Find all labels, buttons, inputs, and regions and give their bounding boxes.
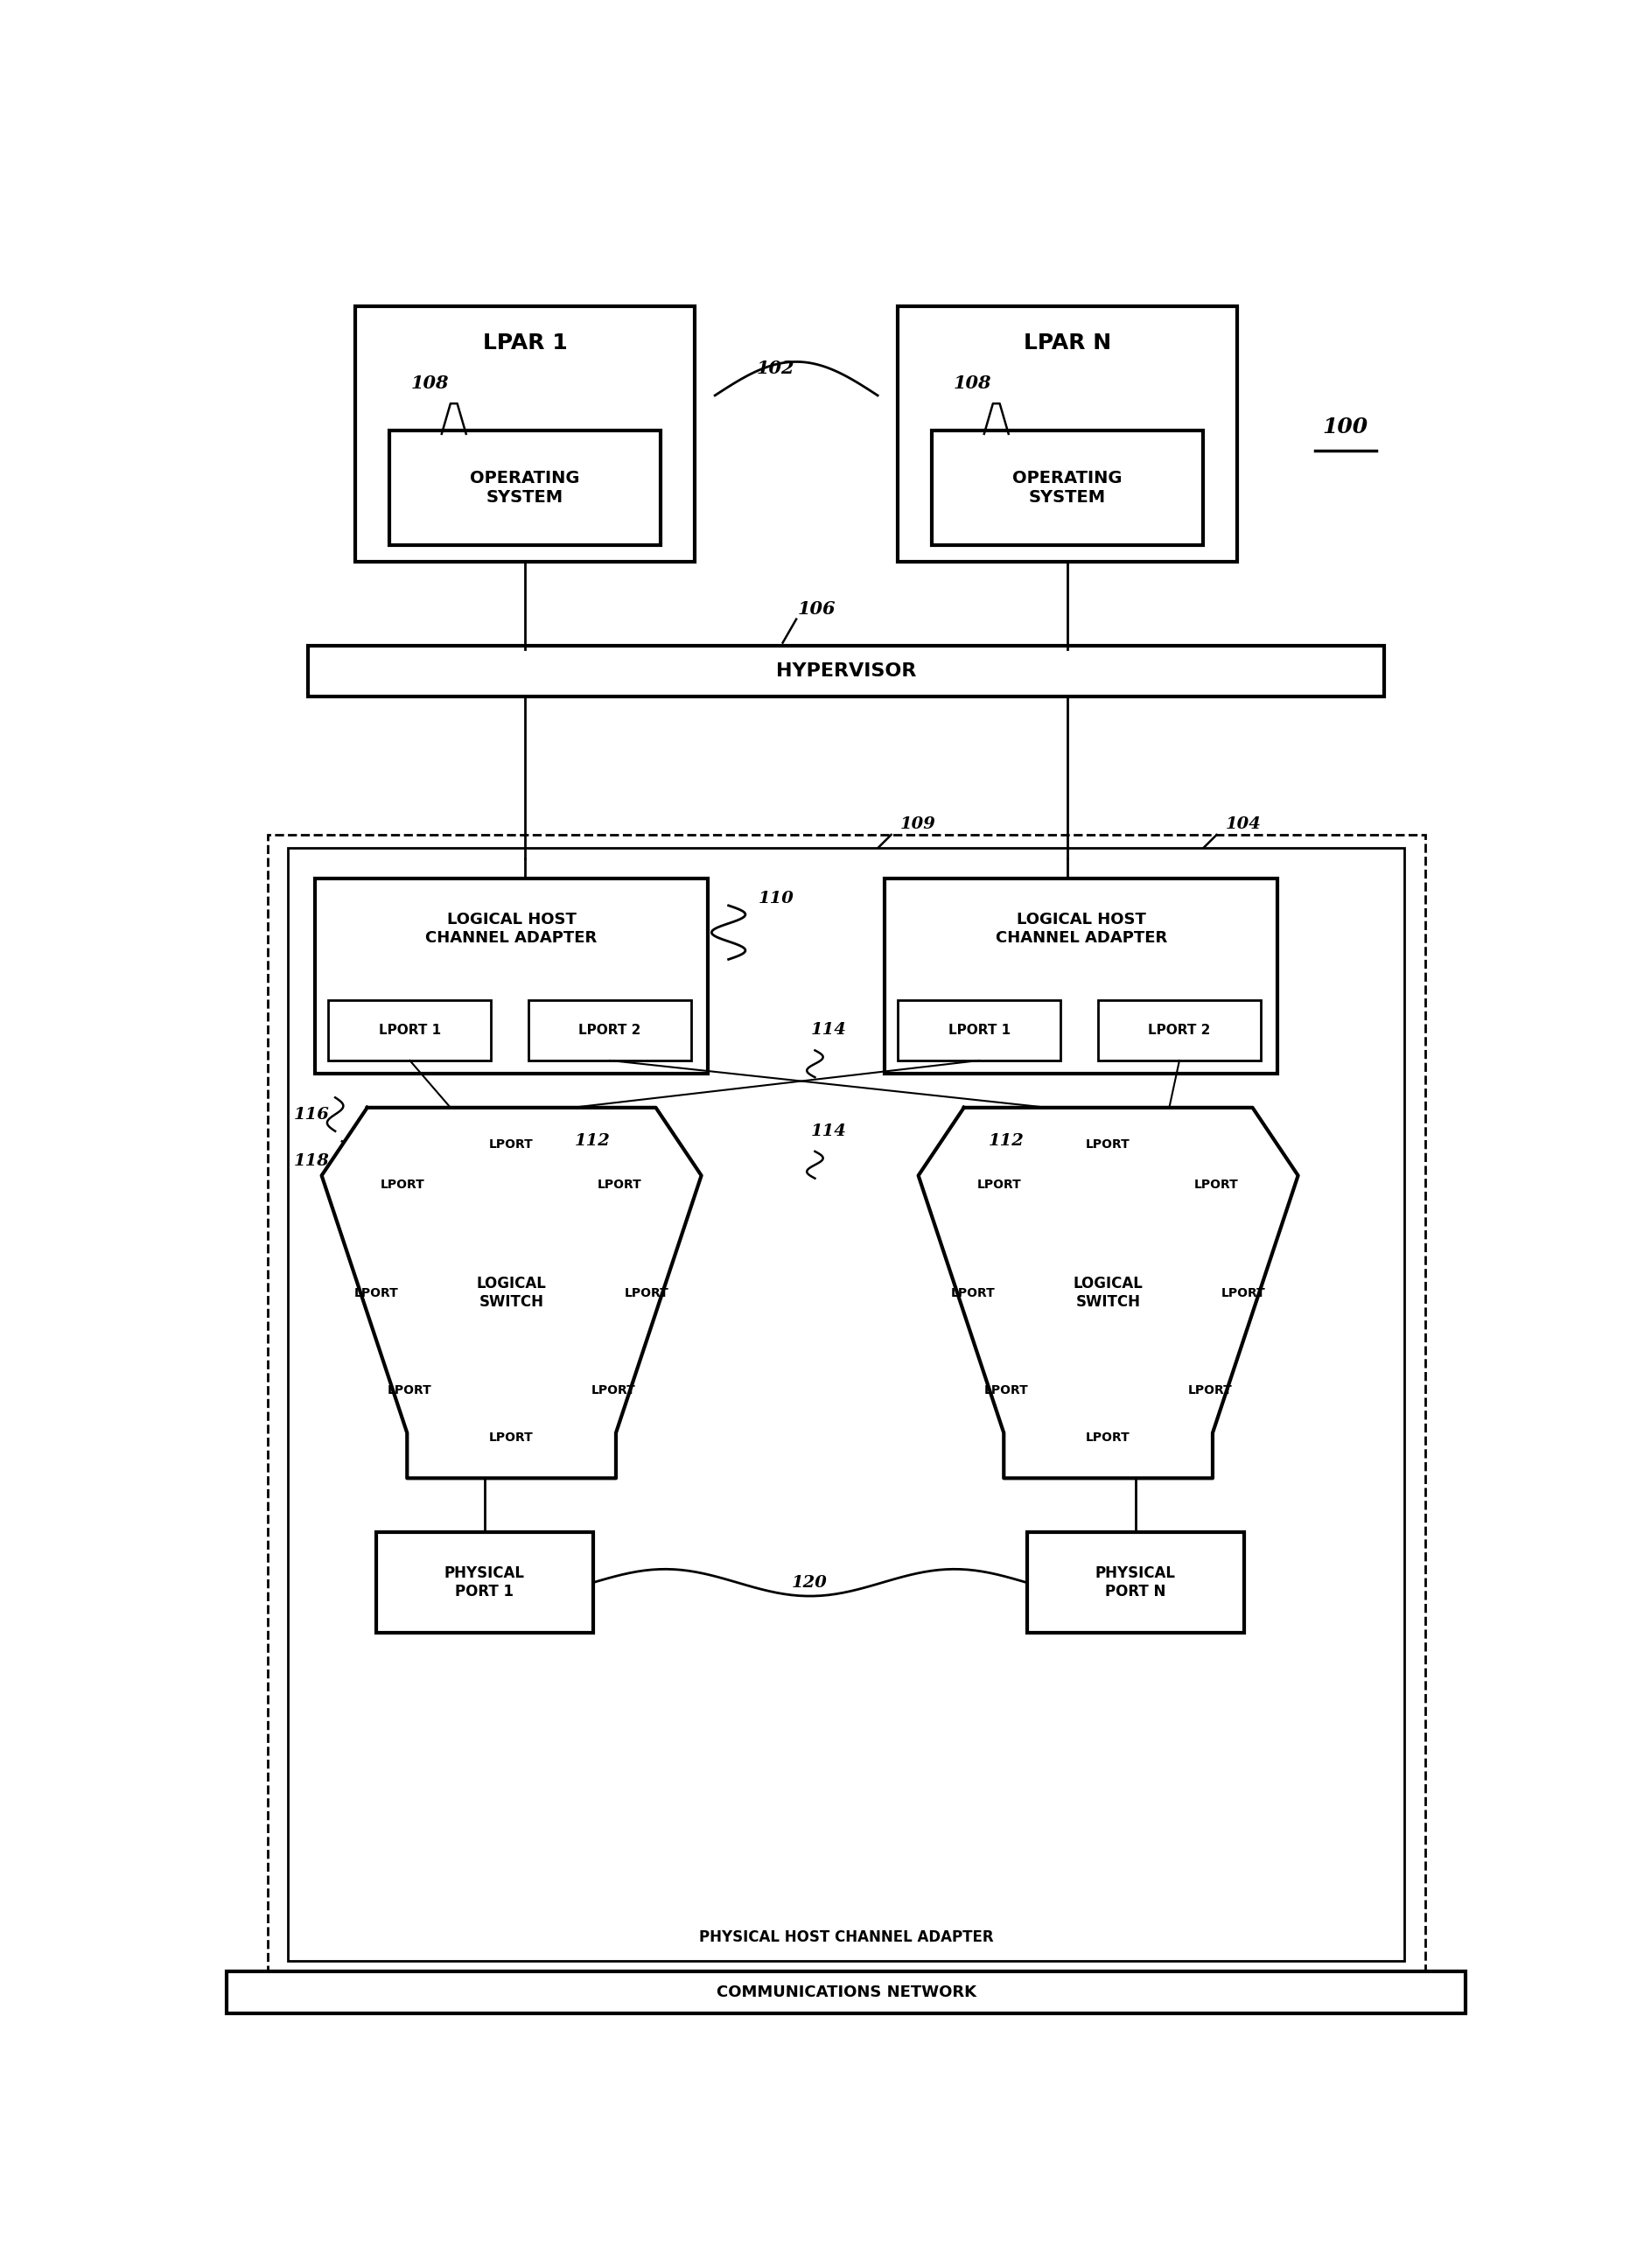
Text: OPERATING
SYSTEM: OPERATING SYSTEM [471,469,580,506]
Text: OPERATING
SYSTEM: OPERATING SYSTEM [1012,469,1123,506]
Text: 116: 116 [294,1107,329,1123]
Text: LPORT: LPORT [489,1431,533,1445]
Text: LPAR N: LPAR N [1024,333,1111,354]
Text: 112: 112 [989,1134,1024,1150]
Text: 114: 114 [811,1023,847,1039]
Bar [329,1000,490,1061]
Text: PHYSICAL HOST CHANNEL ADAPTER: PHYSICAL HOST CHANNEL ADAPTER [698,1930,994,1946]
Text: LPORT: LPORT [1086,1139,1131,1150]
Text: LPORT 1: LPORT 1 [378,1023,441,1036]
Text: LPAR 1: LPAR 1 [482,333,568,354]
Text: LPORT: LPORT [951,1286,996,1300]
Text: LPORT: LPORT [381,1179,426,1191]
Bar [885,878,1278,1075]
Bar [287,848,1405,1962]
Text: LPORT 2: LPORT 2 [1147,1023,1210,1036]
Text: LPORT: LPORT [1187,1383,1232,1397]
Text: LPORT: LPORT [1195,1179,1238,1191]
Bar [390,431,660,544]
Bar [898,1000,1060,1061]
Text: 120: 120 [792,1574,827,1590]
Text: 108: 108 [954,374,992,392]
Text: LOGICAL HOST
CHANNEL ADAPTER: LOGICAL HOST CHANNEL ADAPTER [996,912,1167,946]
Text: 110: 110 [758,891,794,907]
Text: 106: 106 [797,601,835,617]
Text: LPORT 2: LPORT 2 [578,1023,641,1036]
Text: LPORT 1: LPORT 1 [948,1023,1010,1036]
Text: LPORT: LPORT [388,1383,433,1397]
Text: LPORT: LPORT [626,1286,669,1300]
Bar [898,306,1237,562]
Text: 102: 102 [756,361,796,376]
Bar [1098,1000,1261,1061]
Text: 104: 104 [1227,816,1261,832]
Text: 108: 108 [411,374,449,392]
Text: 112: 112 [575,1134,611,1150]
Text: LOGICAL
SWITCH: LOGICAL SWITCH [1073,1277,1142,1311]
Text: HYPERVISOR: HYPERVISOR [776,662,916,680]
Bar [1027,1533,1243,1633]
Text: LOGICAL HOST
CHANNEL ADAPTER: LOGICAL HOST CHANNEL ADAPTER [426,912,598,946]
Bar [355,306,695,562]
Bar [376,1533,593,1633]
Polygon shape [322,1107,702,1479]
Text: PHYSICAL
PORT N: PHYSICAL PORT N [1095,1565,1176,1599]
Text: LPORT: LPORT [977,1179,1022,1191]
Text: 118: 118 [294,1154,329,1170]
Text: LPORT: LPORT [984,1383,1029,1397]
Text: 109: 109 [900,816,936,832]
Text: LPORT: LPORT [1222,1286,1266,1300]
Text: LPORT: LPORT [598,1179,642,1191]
Text: 100: 100 [1322,417,1369,438]
Bar [528,1000,692,1061]
Text: LOGICAL
SWITCH: LOGICAL SWITCH [477,1277,546,1311]
Text: COMMUNICATIONS NETWORK: COMMUNICATIONS NETWORK [717,1984,976,2000]
Text: LPORT: LPORT [591,1383,636,1397]
Text: LPORT: LPORT [489,1139,533,1150]
Bar [226,1971,1466,2014]
Text: LPORT: LPORT [1086,1431,1131,1445]
Text: PHYSICAL
PORT 1: PHYSICAL PORT 1 [444,1565,525,1599]
Text: LPORT: LPORT [353,1286,398,1300]
Bar [315,878,708,1075]
Text: 114: 114 [811,1123,847,1139]
Polygon shape [918,1107,1298,1479]
Bar [309,646,1384,696]
Bar [931,431,1204,544]
Bar [267,835,1425,1975]
